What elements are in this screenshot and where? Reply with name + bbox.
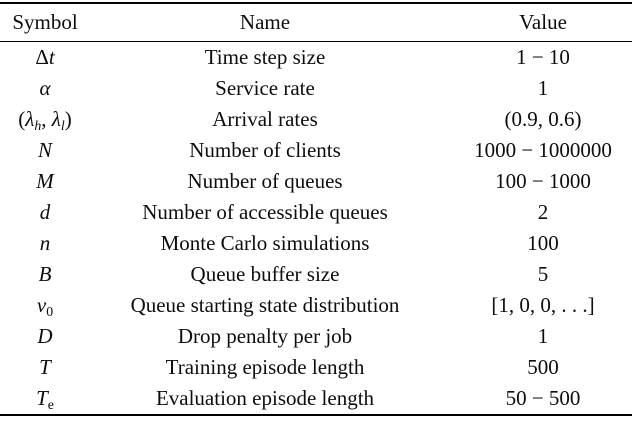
symbol-segment: ,: [41, 107, 52, 131]
symbol-segment: M: [36, 169, 54, 193]
table-row: M Number of queues 100 − 1000: [0, 166, 632, 197]
symbol-segment: ν: [36, 293, 47, 317]
table-row: N Number of clients 1000 − 1000000: [0, 135, 632, 166]
symbol-segment: ): [64, 107, 72, 131]
symbol-segment: (: [18, 107, 26, 131]
symbol-cell: n: [0, 228, 90, 259]
symbol-segment: N: [37, 138, 52, 162]
table-row: D Drop penalty per job 1: [0, 321, 632, 352]
symbol-segment: T: [36, 386, 48, 410]
symbol-segment: D: [37, 324, 53, 348]
value-cell: (0.9, 0.6): [504, 107, 582, 131]
symbol-cell: d: [0, 197, 90, 228]
symbol-cell: ν0: [0, 290, 90, 321]
name-cell: Evaluation episode length: [155, 386, 375, 410]
name-cell: Time step size: [204, 45, 326, 69]
symbol-segment: Δ: [35, 45, 49, 69]
table-row: α Service rate 1: [0, 73, 632, 104]
name-cell: Arrival rates: [212, 107, 318, 131]
name-cell: Training episode length: [165, 355, 365, 379]
column-header-symbol: Symbol: [0, 3, 90, 42]
value-cell: 50 − 500: [505, 386, 581, 410]
symbol-segment: T: [39, 355, 51, 379]
symbol-segment: d: [39, 200, 51, 224]
table-row: ν0 Queue starting state distribution [1, 0…: [0, 290, 632, 321]
name-cell: Number of clients: [189, 138, 341, 162]
symbol-cell: B: [0, 259, 90, 290]
symbol-segment: t: [48, 45, 55, 69]
symbol-segment: B: [38, 262, 52, 286]
name-cell: Queue starting state distribution: [130, 293, 400, 317]
symbol-segment: n: [39, 231, 51, 255]
symbol-cell: T: [0, 352, 90, 383]
table-row: n Monte Carlo simulations 100: [0, 228, 632, 259]
table-row: (λh, λl) Arrival rates (0.9, 0.6): [0, 104, 632, 135]
symbol-cell: Te: [0, 383, 90, 415]
value-cell: 1: [537, 324, 549, 348]
name-cell: Queue buffer size: [190, 262, 340, 286]
value-cell: 1000 − 1000000: [474, 138, 612, 162]
symbol-cell: M: [0, 166, 90, 197]
name-cell: Service rate: [215, 76, 315, 100]
symbol-segment: 0: [46, 303, 54, 319]
parameters-table: Symbol Name Value Δt Time step size 1 − 10…: [0, 2, 632, 416]
symbol-segment: λ: [51, 107, 61, 131]
value-cell: 100 − 1000: [495, 169, 591, 193]
value-cell: 5: [537, 262, 549, 286]
symbol-cell: D: [0, 321, 90, 352]
symbol-segment: λ: [25, 107, 35, 131]
value-cell: 500: [527, 355, 559, 379]
name-cell: Number of accessible queues: [142, 200, 388, 224]
symbol-segment: α: [39, 76, 51, 100]
table-body: Δt Time step size 1 − 10 α Service rate 1 (λh,…: [0, 42, 632, 416]
table-row: Te Evaluation episode length 50 − 500: [0, 383, 632, 415]
symbol-cell: N: [0, 135, 90, 166]
column-header-value: Value: [440, 3, 632, 42]
symbol-cell: Δt: [0, 42, 90, 74]
name-cell: Drop penalty per job: [177, 324, 353, 348]
symbol-cell: (λh, λl): [0, 104, 90, 135]
table-row: d Number of accessible queues 2: [0, 197, 632, 228]
value-cell: 1: [537, 76, 549, 100]
value-cell: 1 − 10: [516, 45, 570, 69]
value-cell: 100: [527, 231, 559, 255]
symbol-cell: α: [0, 73, 90, 104]
name-cell: Monte Carlo simulations: [160, 231, 370, 255]
symbol-segment: h: [34, 117, 42, 133]
value-cell: 2: [537, 200, 549, 224]
table-row: Δt Time step size 1 − 10: [0, 42, 632, 74]
value-cell: [1, 0, 0, . . .]: [491, 293, 595, 317]
column-header-name: Name: [90, 3, 440, 42]
table-row: T Training episode length 500: [0, 352, 632, 383]
table-row: B Queue buffer size 5: [0, 259, 632, 290]
name-cell: Number of queues: [187, 169, 343, 193]
symbol-segment: l: [60, 117, 65, 133]
header-row: Symbol Name Value: [0, 3, 632, 42]
symbol-segment: e: [47, 396, 54, 412]
